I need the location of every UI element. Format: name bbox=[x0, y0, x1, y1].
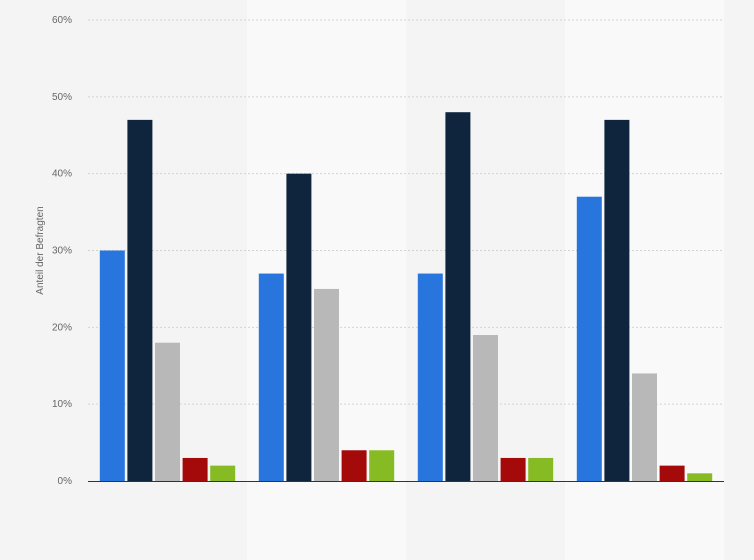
bar[interactable] bbox=[341, 450, 367, 481]
bars bbox=[99, 112, 713, 482]
y-axis-title: Anteil der Befragten bbox=[35, 206, 46, 294]
bar[interactable] bbox=[417, 273, 443, 481]
y-tick-label: 40% bbox=[52, 169, 72, 180]
y-tick-label: 60% bbox=[52, 15, 72, 26]
bar[interactable] bbox=[500, 457, 526, 481]
bar[interactable] bbox=[473, 335, 498, 481]
y-tick-label: 30% bbox=[52, 246, 72, 257]
bar[interactable] bbox=[604, 119, 630, 481]
bar[interactable] bbox=[286, 173, 312, 481]
bar[interactable] bbox=[632, 373, 657, 481]
y-tick-label: 50% bbox=[52, 92, 72, 103]
bar[interactable] bbox=[687, 473, 713, 481]
bar[interactable] bbox=[155, 342, 180, 481]
gridlines bbox=[88, 19, 724, 405]
bar[interactable] bbox=[659, 465, 685, 481]
bar[interactable] bbox=[576, 196, 602, 481]
bar[interactable] bbox=[182, 457, 208, 481]
bar[interactable] bbox=[258, 273, 284, 481]
bar[interactable] bbox=[99, 250, 125, 482]
y-tick-label: 0% bbox=[58, 476, 73, 487]
y-tick-labels: 0% 10% 20% 30% 40% 50% 60% bbox=[52, 15, 72, 487]
bar[interactable] bbox=[210, 465, 236, 481]
y-tick-label: 20% bbox=[52, 322, 72, 333]
y-tick-label: 10% bbox=[52, 399, 72, 410]
bar[interactable] bbox=[445, 112, 471, 481]
bar[interactable] bbox=[314, 288, 339, 481]
bar[interactable] bbox=[528, 457, 554, 481]
bar[interactable] bbox=[369, 450, 395, 481]
bar[interactable] bbox=[127, 119, 153, 481]
